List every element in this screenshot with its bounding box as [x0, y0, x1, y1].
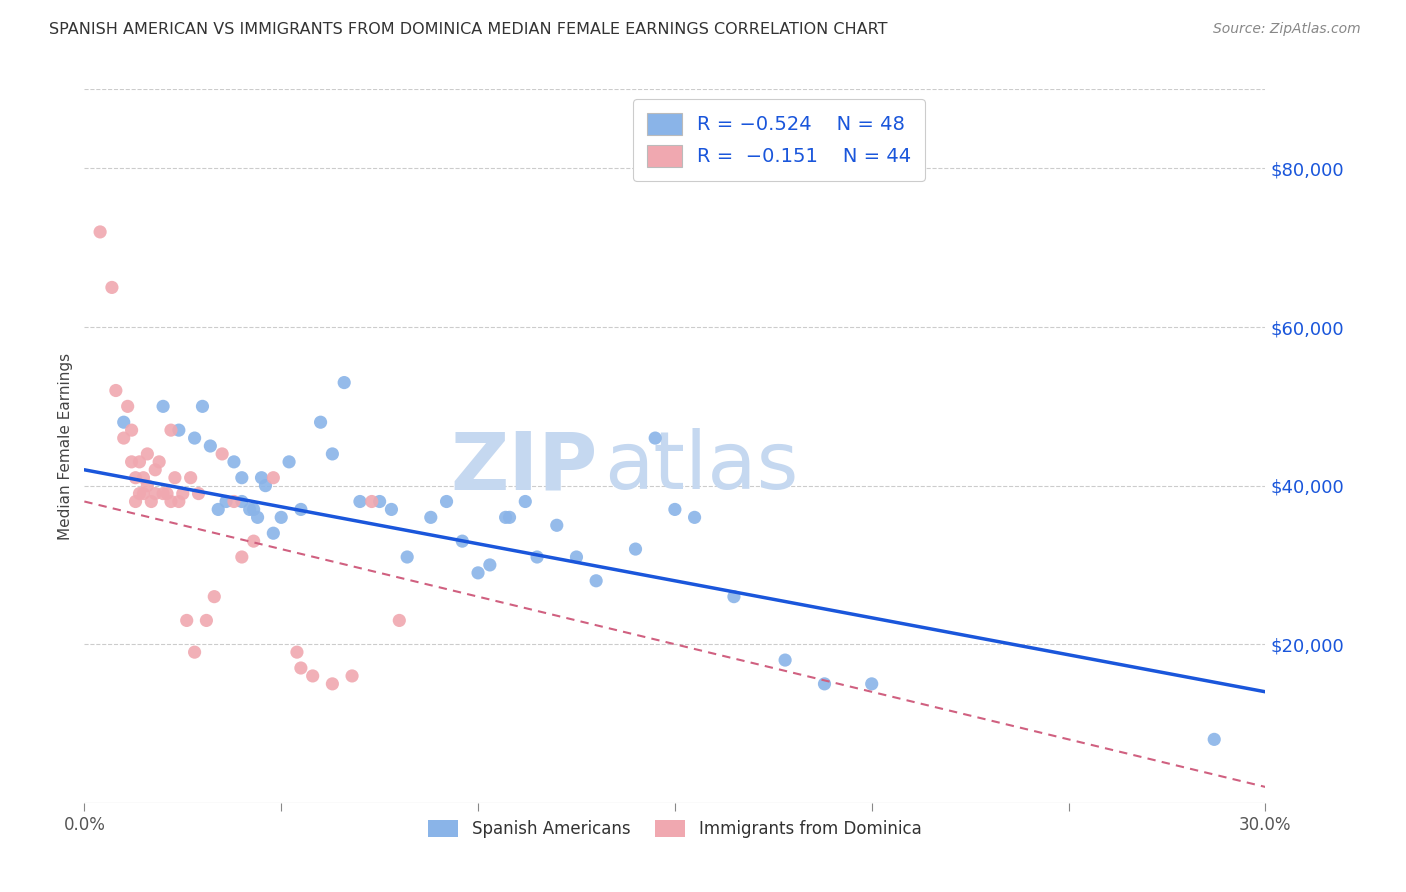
- Point: [211, 447, 233, 461]
- Point: [187, 486, 209, 500]
- Point: [176, 614, 198, 628]
- Point: [368, 494, 391, 508]
- Point: [207, 502, 229, 516]
- Point: [132, 471, 155, 485]
- Text: Source: ZipAtlas.com: Source: ZipAtlas.com: [1213, 22, 1361, 37]
- Point: [360, 494, 382, 508]
- Point: [117, 400, 139, 414]
- Point: [148, 455, 170, 469]
- Point: [167, 423, 190, 437]
- Point: [290, 661, 312, 675]
- Point: [467, 566, 489, 580]
- Point: [195, 614, 218, 628]
- Point: [112, 415, 135, 429]
- Legend: Spanish Americans, Immigrants from Dominica: Spanish Americans, Immigrants from Domin…: [422, 813, 928, 845]
- Point: [136, 447, 159, 461]
- Point: [254, 478, 277, 492]
- Point: [250, 471, 273, 485]
- Y-axis label: Median Female Earnings: Median Female Earnings: [58, 352, 73, 540]
- Point: [222, 455, 245, 469]
- Point: [683, 510, 706, 524]
- Point: [242, 534, 264, 549]
- Point: [156, 486, 179, 500]
- Point: [773, 653, 796, 667]
- Text: atlas: atlas: [605, 428, 799, 507]
- Point: [128, 486, 150, 500]
- Point: [813, 677, 835, 691]
- Point: [340, 669, 363, 683]
- Point: [644, 431, 666, 445]
- Point: [124, 471, 146, 485]
- Point: [215, 494, 238, 508]
- Point: [290, 502, 312, 516]
- Point: [128, 455, 150, 469]
- Point: [143, 486, 166, 500]
- Point: [89, 225, 111, 239]
- Point: [172, 486, 194, 500]
- Text: ZIP: ZIP: [451, 428, 598, 507]
- Point: [242, 502, 264, 516]
- Point: [112, 431, 135, 445]
- Point: [380, 502, 402, 516]
- Point: [143, 463, 166, 477]
- Point: [526, 549, 548, 564]
- Point: [101, 280, 124, 294]
- Point: [132, 486, 155, 500]
- Point: [141, 494, 163, 508]
- Point: [231, 549, 253, 564]
- Point: [160, 423, 183, 437]
- Point: [321, 447, 343, 461]
- Point: [419, 510, 441, 524]
- Point: [270, 510, 292, 524]
- Point: [321, 677, 343, 691]
- Point: [546, 518, 568, 533]
- Point: [478, 558, 501, 572]
- Point: [183, 645, 205, 659]
- Point: [664, 502, 686, 516]
- Point: [239, 502, 262, 516]
- Point: [388, 614, 411, 628]
- Point: [191, 400, 214, 414]
- Point: [262, 471, 284, 485]
- Point: [124, 494, 146, 508]
- Point: [624, 542, 647, 557]
- Point: [163, 471, 186, 485]
- Point: [136, 478, 159, 492]
- Point: [565, 549, 588, 564]
- Point: [436, 494, 458, 508]
- Point: [231, 471, 253, 485]
- Point: [309, 415, 332, 429]
- Point: [285, 645, 308, 659]
- Point: [301, 669, 323, 683]
- Point: [723, 590, 745, 604]
- Point: [278, 455, 301, 469]
- Point: [200, 439, 222, 453]
- Point: [167, 494, 190, 508]
- Point: [121, 423, 143, 437]
- Point: [202, 590, 225, 604]
- Point: [451, 534, 474, 549]
- Point: [498, 510, 520, 524]
- Point: [180, 471, 202, 485]
- Point: [160, 494, 183, 508]
- Point: [183, 431, 205, 445]
- Point: [333, 376, 356, 390]
- Point: [152, 486, 174, 500]
- Point: [349, 494, 371, 508]
- Point: [104, 384, 127, 398]
- Point: [396, 549, 419, 564]
- Point: [495, 510, 517, 524]
- Point: [222, 494, 245, 508]
- Point: [262, 526, 284, 541]
- Point: [860, 677, 883, 691]
- Point: [152, 400, 174, 414]
- Point: [515, 494, 537, 508]
- Point: [585, 574, 607, 588]
- Point: [231, 494, 253, 508]
- Point: [246, 510, 269, 524]
- Text: SPANISH AMERICAN VS IMMIGRANTS FROM DOMINICA MEDIAN FEMALE EARNINGS CORRELATION : SPANISH AMERICAN VS IMMIGRANTS FROM DOMI…: [49, 22, 887, 37]
- Point: [1204, 732, 1226, 747]
- Point: [121, 455, 143, 469]
